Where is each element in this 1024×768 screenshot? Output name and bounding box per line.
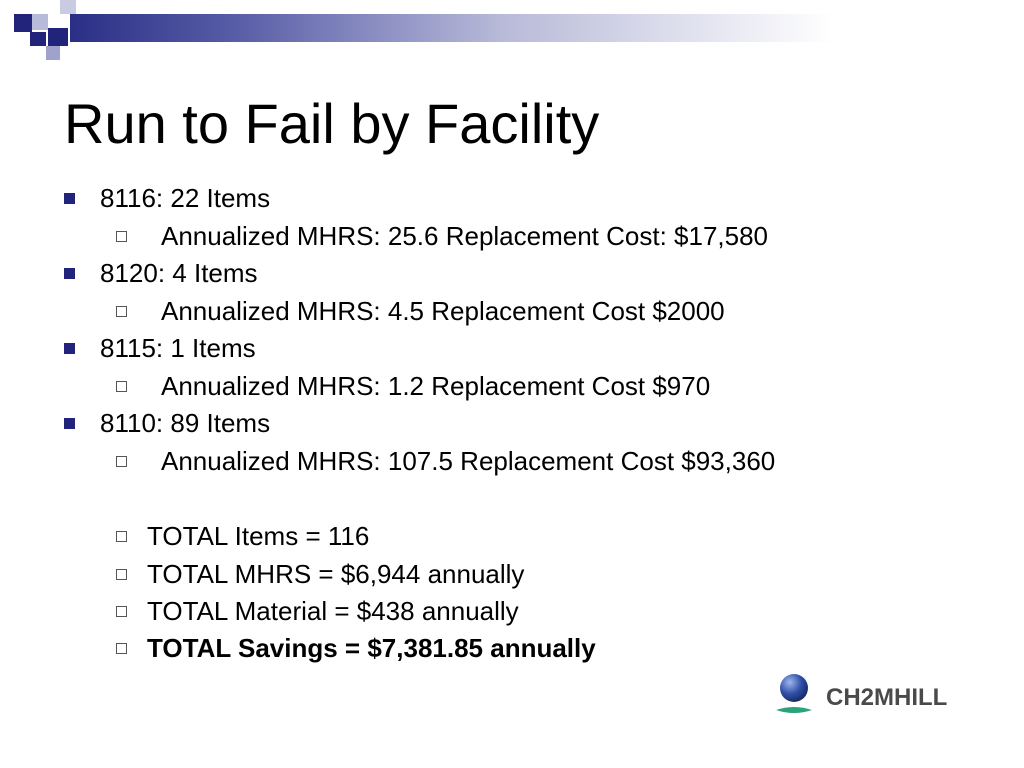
header-band: [70, 14, 1024, 42]
decor-square: [60, 0, 76, 14]
bullet-text: 8115: 1 Items: [100, 333, 256, 363]
bullet-text: Annualized MHRS: 4.5 Replacement Cost $2…: [161, 296, 725, 326]
bullet-text: 8120: 4 Items: [100, 258, 258, 288]
company-logo: CH2MHILL: [772, 670, 972, 730]
bullet-text: Annualized MHRS: 25.6 Replacement Cost: …: [161, 221, 769, 251]
bullet-text: 8116: 22 Items: [100, 183, 271, 213]
bullet-item: 8110: 89 Items: [64, 407, 270, 439]
hollow-square-bullet-icon: [116, 230, 127, 242]
decor-square: [14, 14, 32, 32]
square-bullet-icon: [64, 192, 75, 204]
hollow-square-bullet-icon: [116, 605, 127, 617]
sub-bullet-item: Annualized MHRS: 1.2 Replacement Cost $9…: [116, 370, 710, 402]
bullet-text: 8110: 89 Items: [100, 408, 271, 438]
square-bullet-icon: [64, 342, 75, 354]
logo-text: CH2MHILL: [826, 684, 948, 711]
square-bullet-icon: [64, 267, 75, 279]
bullet-item: 8116: 22 Items: [64, 182, 270, 214]
globe-icon: [776, 674, 812, 713]
hollow-square-bullet-icon: [116, 568, 127, 580]
decor-square: [32, 14, 48, 30]
bullet-item: 8115: 1 Items: [64, 332, 256, 364]
bullet-text: Annualized MHRS: 107.5 Replacement Cost …: [161, 446, 776, 476]
total-item: TOTAL Items = 116: [116, 520, 369, 552]
decor-square: [48, 28, 68, 46]
decor-square: [46, 46, 60, 60]
hollow-square-bullet-icon: [116, 380, 127, 392]
hollow-square-bullet-icon: [116, 642, 127, 654]
total-text: TOTAL MHRS = $6,944 annually: [147, 559, 525, 589]
total-text: TOTAL Material = $438 annually: [147, 596, 519, 626]
hollow-square-bullet-icon: [116, 530, 127, 542]
bullet-text: Annualized MHRS: 1.2 Replacement Cost $9…: [161, 371, 711, 401]
sub-bullet-item: Annualized MHRS: 107.5 Replacement Cost …: [116, 445, 775, 477]
square-bullet-icon: [64, 417, 75, 429]
total-text: TOTAL Savings = $7,381.85 annually: [147, 633, 596, 663]
total-item: TOTAL MHRS = $6,944 annually: [116, 558, 524, 590]
bullet-item: 8120: 4 Items: [64, 257, 258, 289]
hollow-square-bullet-icon: [116, 455, 127, 467]
total-text: TOTAL Items = 116: [147, 521, 370, 551]
decor-square: [30, 32, 46, 46]
total-item: TOTAL Savings = $7,381.85 annually: [116, 632, 596, 664]
hollow-square-bullet-icon: [116, 305, 127, 317]
slide-title: Run to Fail by Facility: [64, 92, 600, 155]
sub-bullet-item: Annualized MHRS: 4.5 Replacement Cost $2…: [116, 295, 725, 327]
sub-bullet-item: Annualized MHRS: 25.6 Replacement Cost: …: [116, 220, 768, 252]
total-item: TOTAL Material = $438 annually: [116, 595, 519, 627]
